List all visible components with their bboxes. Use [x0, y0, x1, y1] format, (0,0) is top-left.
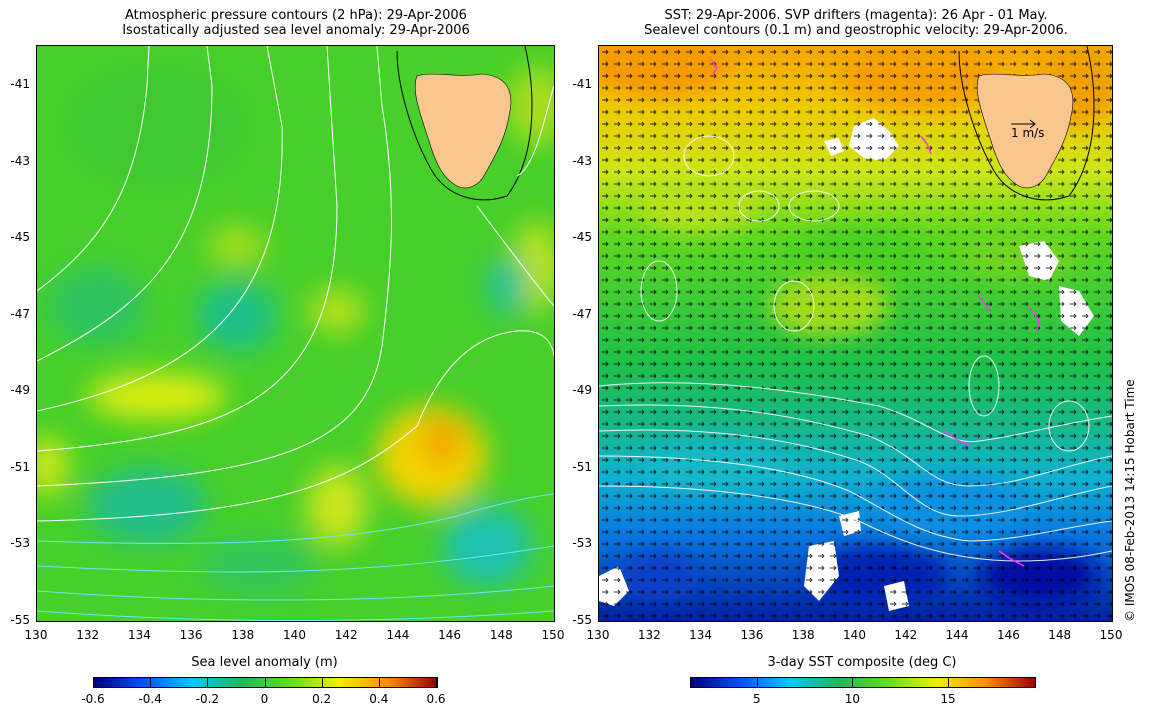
colorbar-tick-mark [264, 677, 266, 688]
right-colorbar-title: 3-day SST composite (deg C) [767, 655, 957, 670]
lon-tick-label: 134 [127, 628, 151, 642]
left-colorbar [93, 677, 438, 688]
lat-tick-label: -55 [10, 613, 30, 627]
right-title: SST: 29-Apr-2006. SVP drifters (magenta)… [598, 8, 1114, 38]
lat-tick-label: -45 [10, 230, 30, 245]
lon-tick-label: 132 [76, 628, 100, 642]
lat-tick-label: -43 [572, 153, 592, 168]
lat-tick-label: -45 [572, 230, 592, 245]
lat-tick-label: -49 [10, 383, 30, 398]
pressure-contours-low [37, 493, 554, 621]
lon-tick-label: 140 [283, 628, 306, 642]
left-title-line2: Isostatically adjusted sea level anomaly… [122, 23, 470, 38]
lon-tick-label: 138 [231, 628, 255, 642]
colorbar-tick-mark [948, 677, 949, 688]
colorbar-tick-label: -0.6 [81, 692, 105, 706]
colorbar-tick-label: 10 [844, 692, 861, 706]
lon-tick-label: 132 [637, 628, 661, 642]
colorbar-tick-label: 0 [260, 692, 269, 706]
colorbar-tick-label: 0.2 [312, 692, 332, 706]
lon-tick-label: 146 [996, 628, 1020, 642]
lat-tick-label: -41 [572, 77, 592, 92]
colorbar-tick-mark [852, 677, 854, 688]
lon-tick-label: 148 [1048, 628, 1072, 642]
lat-tick-label: -53 [572, 536, 592, 551]
lon-tick-label: 136 [740, 628, 764, 642]
colorbar-tick-mark [321, 677, 323, 688]
lon-tick-label: 150 [1099, 628, 1123, 642]
lon-tick-label: 142 [334, 628, 358, 642]
tasmania-land-right [976, 73, 1074, 189]
shelf-contour-right [958, 46, 1095, 201]
right-title-line2: Sealevel contours (0.1 m) and geostrophi… [644, 23, 1068, 38]
svp-drifter-tracks [711, 60, 1040, 567]
pressure-contours [37, 46, 554, 522]
anomaly-field [37, 66, 554, 596]
colorbar-tick-label: 0.6 [426, 692, 446, 706]
sea-level-anomaly-plot [37, 46, 554, 621]
sea-level-anomaly-map [36, 45, 555, 622]
tasmania-land-left [414, 73, 512, 189]
lat-tick-label: -49 [572, 383, 592, 398]
colorbar-tick-mark [378, 677, 380, 688]
left-colorbar-title: Sea level anomaly (m) [191, 655, 338, 670]
lon-tick-label: 142 [894, 628, 918, 642]
lat-tick-label: -51 [572, 459, 592, 474]
colorbar-tick-mark [93, 677, 94, 688]
left-title-line1: Atmospheric pressure contours (2 hPa): 2… [125, 8, 467, 23]
lat-tick-label: -47 [572, 306, 592, 321]
lon-tick-label: 138 [791, 628, 815, 642]
lon-tick-label: 134 [689, 628, 713, 642]
sst-plot [599, 46, 1112, 621]
lon-tick-label: 150 [541, 628, 565, 642]
lat-tick-label: -41 [10, 77, 30, 92]
sealevel-contours [599, 135, 1112, 562]
velocity-legend-label: 1 m/s [1011, 126, 1045, 140]
sst-map: 1 m/s [598, 45, 1113, 622]
copyright-note: © IMOS 08-Feb-2013 14:15 Hobart Time [1123, 379, 1137, 622]
velocity-legend-arrow [1011, 119, 1036, 129]
lat-tick-label: -55 [572, 613, 592, 627]
lat-tick-label: -43 [10, 153, 30, 168]
lon-tick-label: 146 [438, 628, 462, 642]
shelf-contour-left [396, 46, 533, 201]
lat-tick-label: -47 [10, 306, 30, 321]
right-colorbar [690, 677, 1036, 688]
lon-tick-label: 130 [586, 628, 610, 642]
right-title-line1: SST: 29-Apr-2006. SVP drifters (magenta)… [664, 8, 1048, 23]
lon-tick-label: 140 [843, 628, 866, 642]
colorbar-tick-label: 5 [753, 692, 761, 706]
colorbar-tick-label: 0.4 [369, 692, 389, 706]
lon-tick-label: 144 [945, 628, 969, 642]
lon-tick-label: 144 [386, 628, 410, 642]
lon-tick-label: 130 [24, 628, 48, 642]
colorbar-tick-label: -0.2 [195, 692, 220, 706]
colorbar-tick-mark [150, 677, 152, 688]
lat-tick-label: -53 [10, 536, 30, 551]
lon-tick-label: 148 [489, 628, 513, 642]
colorbar-tick-mark [756, 677, 758, 688]
colorbar-tick-mark [436, 677, 437, 688]
lat-tick-label: -51 [10, 459, 30, 474]
lon-tick-label: 136 [179, 628, 203, 642]
colorbar-tick-label: -0.4 [138, 692, 162, 706]
colorbar-tick-mark [207, 677, 209, 688]
left-title: Atmospheric pressure contours (2 hPa): 2… [36, 8, 556, 38]
colorbar-tick-label: 15 [940, 692, 956, 706]
